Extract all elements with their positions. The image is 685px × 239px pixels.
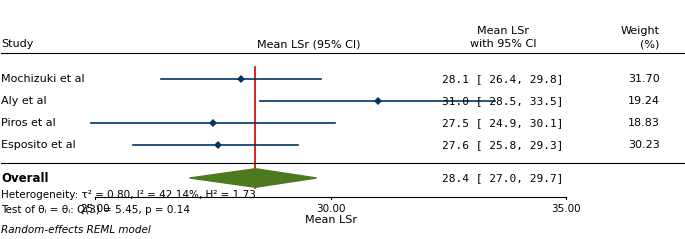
Text: 28.1 [ 26.4, 29.8]: 28.1 [ 26.4, 29.8]: [442, 74, 564, 84]
Text: Piros et al: Piros et al: [1, 118, 56, 128]
Text: with 95% CI: with 95% CI: [470, 39, 536, 49]
Text: 35.00: 35.00: [551, 204, 581, 214]
Text: Heterogeneity: τ² = 0.80, I² = 42.14%, H² = 1.73: Heterogeneity: τ² = 0.80, I² = 42.14%, H…: [1, 190, 256, 200]
Text: 27.6 [ 25.8, 29.3]: 27.6 [ 25.8, 29.3]: [442, 140, 564, 150]
Polygon shape: [190, 169, 316, 187]
Text: Random-effects REML model: Random-effects REML model: [1, 225, 151, 235]
Text: 31.70: 31.70: [628, 74, 660, 84]
Text: (%): (%): [640, 39, 660, 49]
Text: 27.5 [ 24.9, 30.1]: 27.5 [ 24.9, 30.1]: [442, 118, 564, 128]
Text: Overall: Overall: [1, 172, 49, 185]
Text: Mean LSr: Mean LSr: [305, 215, 357, 225]
Text: 30.23: 30.23: [628, 140, 660, 150]
Text: Mochizuki et al: Mochizuki et al: [1, 74, 85, 84]
Text: Mean LSr (95% CI): Mean LSr (95% CI): [257, 39, 360, 49]
Text: Test of θᵢ = θᵢ: Q(3) = 5.45, p = 0.14: Test of θᵢ = θᵢ: Q(3) = 5.45, p = 0.14: [1, 205, 190, 215]
Text: Aly et al: Aly et al: [1, 96, 47, 106]
Text: Mean LSr: Mean LSr: [477, 26, 529, 36]
Text: 25.00: 25.00: [81, 204, 110, 214]
Text: 31.0 [ 28.5, 33.5]: 31.0 [ 28.5, 33.5]: [442, 96, 564, 106]
Text: 28.4 [ 27.0, 29.7]: 28.4 [ 27.0, 29.7]: [442, 173, 564, 183]
Text: 19.24: 19.24: [627, 96, 660, 106]
Text: Esposito et al: Esposito et al: [1, 140, 76, 150]
Text: 18.83: 18.83: [628, 118, 660, 128]
Text: Study: Study: [1, 39, 34, 49]
Text: 30.00: 30.00: [316, 204, 345, 214]
Text: Weight: Weight: [621, 26, 660, 36]
